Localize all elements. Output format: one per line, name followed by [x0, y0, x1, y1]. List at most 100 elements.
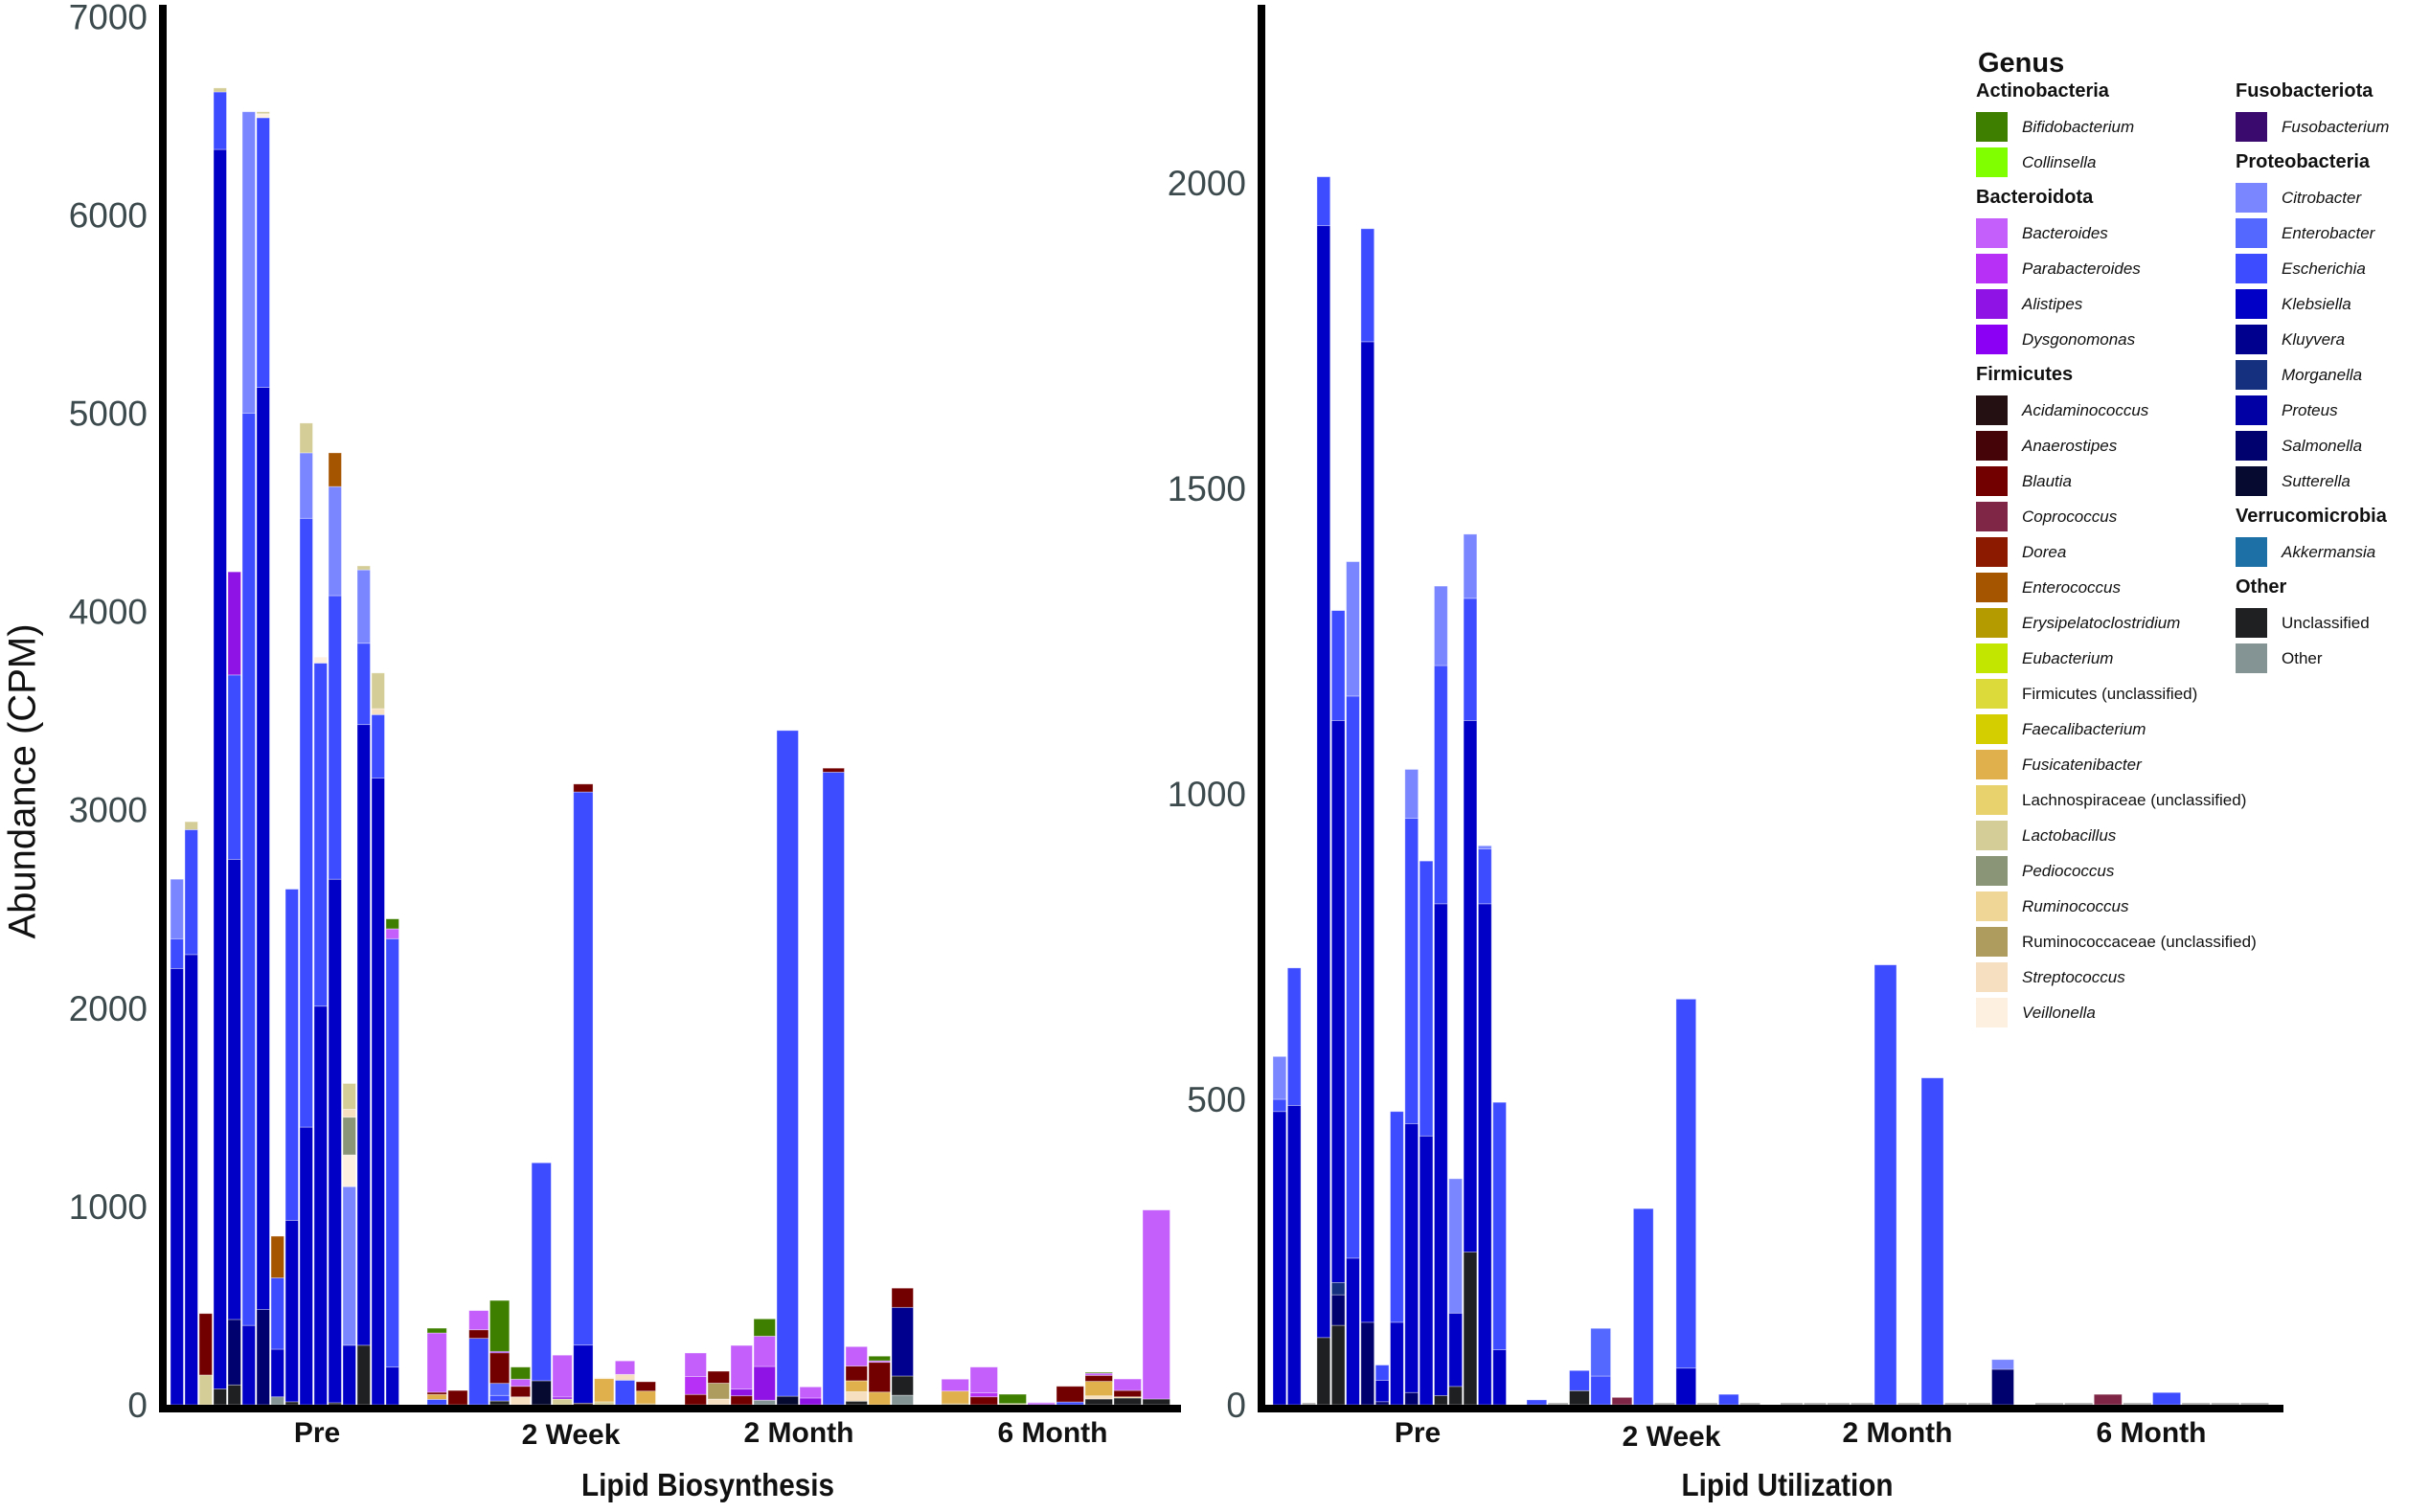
- bar-segment-escherichia: [241, 413, 256, 1326]
- legend-swatch: [1976, 254, 2008, 283]
- bar-segment-unclassified: [1316, 1337, 1331, 1406]
- y-tick-label: 1500: [1168, 469, 1246, 508]
- bar: [1718, 1393, 1739, 1406]
- bar-segment-unclassified: [1142, 1398, 1170, 1406]
- bar: [594, 1377, 615, 1406]
- bar: [941, 1378, 969, 1406]
- bar-segment-escherichia: [776, 730, 799, 1397]
- bar: [1654, 1403, 1675, 1405]
- bar: [1404, 769, 1419, 1406]
- bar-segment-blautia: [198, 1313, 213, 1376]
- bar-segment-escherichia: [1718, 1393, 1739, 1406]
- legend-swatch: [2236, 537, 2267, 567]
- legend-item-label: Citrobacter: [2282, 188, 2362, 207]
- bar-segment-klebsiella: [1448, 1312, 1463, 1388]
- bar-segment-escherichia: [489, 1394, 511, 1402]
- bar: [510, 1366, 531, 1406]
- bar-segment-veillonella: [256, 113, 270, 119]
- bar-segment-lactobacillus: [184, 821, 198, 830]
- bar-segment-blautia: [684, 1393, 707, 1406]
- bar-segment-salmonella: [1404, 1391, 1419, 1406]
- bar: [1569, 1369, 1590, 1406]
- bar: [1492, 1101, 1507, 1406]
- y-tick-label: 2000: [69, 989, 148, 1028]
- bar-segment-escherichia: [1477, 848, 1492, 905]
- bar-segment-unclassified: [1463, 1252, 1478, 1406]
- bar: [1434, 585, 1448, 1406]
- bar-segment-klebsiella: [328, 878, 342, 1404]
- bar-segment-alistipes: [799, 1397, 822, 1406]
- legend-swatch: [1976, 395, 2008, 425]
- bar: [1056, 1386, 1084, 1406]
- legend-item-label: Unclassified: [2282, 613, 2370, 632]
- legend-swatch: [1976, 608, 2008, 638]
- bar-segment-klebsiella: [213, 148, 227, 1389]
- legend-header-label: Proteobacteria: [2236, 151, 2371, 172]
- legend-item: Bacteroides: [1976, 215, 2108, 251]
- legend-swatch: [1976, 998, 2008, 1027]
- legend-item: Dorea: [1976, 534, 2066, 570]
- bar-segment-fusicatenibacter: [635, 1390, 656, 1405]
- legend-swatch: [1976, 431, 2008, 461]
- bar: [313, 656, 328, 1406]
- lipid-biosynthesis-plot: 0 1000 2000 3000 4000 5000 6000 7000: [69, 0, 1170, 1425]
- bar-segment-blautia: [1056, 1386, 1084, 1403]
- legend-item: Fusobacterium: [2236, 109, 2389, 145]
- bar-segment-escherichia: [385, 937, 399, 1368]
- bar: [489, 1299, 511, 1406]
- bar: [213, 87, 227, 1406]
- bar-segment-citrobacter: [1272, 1055, 1287, 1100]
- bar-segment-escherichia: [1330, 610, 1346, 721]
- bar: [1027, 1402, 1056, 1406]
- bar-empty: [1302, 1403, 1316, 1405]
- legend-section-header: Fusobacteriota: [2236, 74, 2373, 109]
- bar-empty: [1851, 1403, 1874, 1405]
- bar-segment-klebsiella: [1286, 1104, 1302, 1406]
- legend-swatch: [1976, 573, 2008, 602]
- legend-item: Morganella: [2236, 357, 2362, 393]
- bar-segment-escherichia: [1286, 967, 1302, 1106]
- bar: [342, 1083, 356, 1406]
- bar-segment-klebsiella: [299, 1126, 313, 1406]
- bar-segment-unclassified: [227, 1384, 241, 1406]
- bar-empty: [1804, 1403, 1827, 1405]
- bar-segment-klebsiella: [227, 859, 241, 1320]
- bar-segment-fusicatenibacter: [845, 1380, 868, 1392]
- bar-segment-fusicatenibacter: [868, 1391, 891, 1406]
- bar-segment-escherichia: [1463, 598, 1478, 721]
- bar: [1113, 1378, 1142, 1406]
- bar-segment-escherichia: [170, 937, 184, 969]
- bar-segment-bacteroides: [468, 1310, 489, 1331]
- legend-swatch: [1976, 325, 2008, 354]
- bar-segment-fusicatenibacter: [594, 1378, 615, 1403]
- bar-segment-escherichia: [1404, 818, 1419, 1124]
- legend-swatch: [2236, 395, 2267, 425]
- bar-segment-klebsiella: [1374, 1380, 1390, 1403]
- bar-segment-lactobacillus: [594, 1401, 615, 1406]
- bar: [2182, 1403, 2211, 1405]
- bar: [1611, 1396, 1633, 1406]
- bar-segment-escherichia: [1272, 1098, 1287, 1113]
- bar: [1302, 1403, 1316, 1405]
- bar: [1330, 610, 1346, 1406]
- right-group-label-2-week: 2 Week: [1622, 1421, 1721, 1453]
- bar-segment-ruminococcaceae-unclassified: [707, 1383, 730, 1400]
- bar-empty: [1781, 1403, 1803, 1405]
- bar: [635, 1381, 656, 1406]
- bar-segment-other: [891, 1394, 914, 1406]
- bar-segment-klebsiella: [241, 1324, 256, 1406]
- bar-segment-klebsiella: [1330, 720, 1346, 1283]
- bar-segment-streptococcus: [342, 1109, 356, 1118]
- bar-segment-bacteroides: [684, 1352, 707, 1377]
- legend-header-label: Other: [2236, 576, 2287, 598]
- legend-item: Kluyvera: [2236, 322, 2345, 357]
- legend-item: Klebsiella: [2236, 286, 2351, 322]
- bar: [2093, 1393, 2123, 1406]
- bar-segment-bacteroides: [969, 1366, 998, 1393]
- bar: [1828, 1403, 1850, 1405]
- legend-item-label: Blautia: [2022, 471, 2072, 490]
- y-tick-label: 4000: [69, 593, 148, 632]
- bar-segment-escherichia: [213, 91, 227, 150]
- bar: [1944, 1403, 1967, 1405]
- bar-segment-blautia: [468, 1329, 489, 1340]
